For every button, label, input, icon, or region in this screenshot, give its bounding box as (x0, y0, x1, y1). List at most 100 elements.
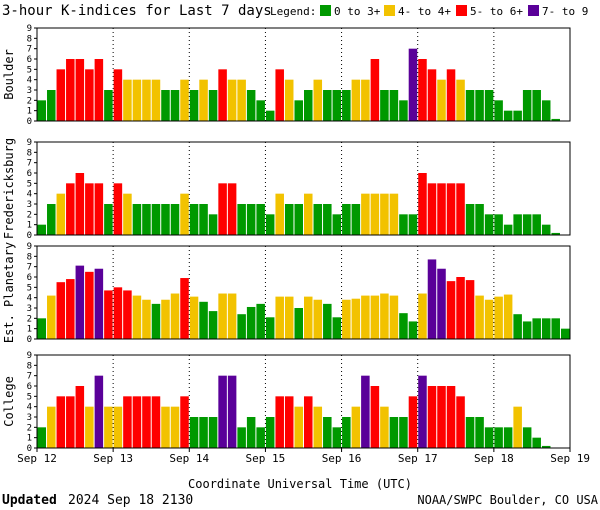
k-index-bar (323, 303, 332, 339)
k-index-bar (456, 183, 465, 235)
k-index-bar (189, 90, 199, 121)
k-index-bar (513, 214, 522, 235)
legend-swatch (456, 5, 467, 16)
k-index-bar (170, 293, 180, 339)
k-index-bar (218, 183, 227, 235)
x-tick-label: Sep 19 (550, 452, 590, 465)
k-index-bar (180, 396, 189, 448)
k-index-bar (427, 386, 437, 448)
y-tick-label: 7 (27, 263, 32, 273)
k-index-bar (66, 59, 75, 121)
panel-frame (36, 354, 571, 449)
k-index-bar (437, 183, 446, 235)
k-index-bar (332, 427, 342, 448)
k-index-bar (66, 279, 75, 339)
y-tick-label: 9 (27, 24, 32, 34)
y-tick-label: 4 (27, 190, 32, 200)
k-index-bar (332, 317, 342, 339)
y-tick-label: 2 (27, 423, 32, 433)
k-index-bar (123, 396, 132, 448)
k-index-bar (494, 296, 503, 339)
k-index-bar (199, 79, 208, 121)
k-index-bar (161, 299, 170, 339)
legend-item-label: 0 to 3+ (334, 5, 381, 18)
k-index-bar (475, 90, 484, 121)
panel-frame (36, 245, 571, 340)
legend-item-label: 5- to 6+ (470, 5, 523, 18)
legend-item-label: 4- to 4+ (398, 5, 451, 18)
k-index-bar (142, 396, 151, 448)
legend-swatch (384, 5, 395, 16)
k-index-bar (56, 69, 66, 121)
y-tick-label: 7 (27, 45, 32, 55)
k-index-bar (465, 417, 475, 448)
y-tick-label: 5 (27, 179, 32, 189)
k-index-bar (199, 204, 208, 235)
k-index-bar (494, 214, 503, 235)
k-index-bar (104, 90, 113, 121)
k-index-bar (494, 100, 503, 121)
k-index-bar (522, 321, 532, 339)
legend-label: Legend: (270, 5, 316, 18)
k-index-bar (342, 299, 351, 339)
y-tick-label: 1 (27, 221, 32, 231)
k-index-bar (246, 90, 256, 121)
k-index-bar (227, 293, 237, 339)
y-tick-label: 4 (27, 294, 32, 304)
k-index-bar (265, 417, 275, 448)
y-tick-label: 1 (27, 325, 32, 335)
k-index-bar (418, 173, 427, 235)
k-index-bar (208, 417, 218, 448)
k-index-bar (284, 296, 294, 339)
k-index-bar (170, 406, 180, 448)
k-index-bar (265, 110, 275, 121)
k-index-bar (361, 375, 370, 448)
k-index-bar (256, 100, 265, 121)
k-index-bar (399, 214, 408, 235)
k-index-bar (399, 313, 408, 339)
k-index-bar (541, 445, 551, 448)
k-index-bar (75, 265, 85, 339)
k-index-bar (351, 406, 361, 448)
k-index-bar (342, 90, 351, 121)
updated-label: Updated (2, 493, 57, 508)
k-index-bar (265, 214, 275, 235)
k-index-bar (313, 204, 323, 235)
x-tick-label: Sep 13 (93, 452, 133, 465)
k-index-bar (56, 193, 66, 235)
k-index-bar (551, 118, 560, 121)
k-index-bar (437, 79, 446, 121)
x-tick-label: Sep 15 (246, 452, 286, 465)
k-index-bar (323, 204, 332, 235)
y-tick-label: 3 (27, 86, 32, 96)
k-index-bar (218, 69, 227, 121)
k-index-bar (484, 299, 494, 339)
k-index-bar (389, 193, 399, 235)
k-index-bar (142, 204, 151, 235)
x-axis-ticks: Sep 12 Sep 13 Sep 14 Sep 15 Sep 16 Sep 17 Sep … (17, 448, 590, 465)
k-index-bar (418, 293, 427, 339)
k-index-bar (199, 417, 208, 448)
k-index-bar (199, 301, 208, 339)
y-tick-label: 6 (27, 169, 32, 179)
k-index-bar (94, 59, 104, 121)
k-index-bar (408, 396, 418, 448)
y-tick-label: 7 (27, 159, 32, 169)
k-index-bar (256, 303, 265, 339)
y-tick-label: 7 (27, 372, 32, 382)
k-index-bar (465, 90, 475, 121)
legend: Legend: 0 to 3+ 4- to 4+ 5- to 6+ 7- to 9 (270, 5, 588, 18)
k-index-bar (256, 204, 265, 235)
x-tick-label: Sep 12 (17, 452, 57, 465)
k-index-bar (66, 183, 75, 235)
k-index-bar (399, 100, 408, 121)
y-tick-label: 0 (27, 117, 32, 127)
k-index-bar (123, 79, 132, 121)
k-index-bar (475, 204, 484, 235)
k-index-bar (456, 396, 465, 448)
k-index-bar (104, 204, 113, 235)
k-index-bar (142, 79, 151, 121)
k-index-bar (475, 417, 484, 448)
k-index-bar (180, 193, 189, 235)
